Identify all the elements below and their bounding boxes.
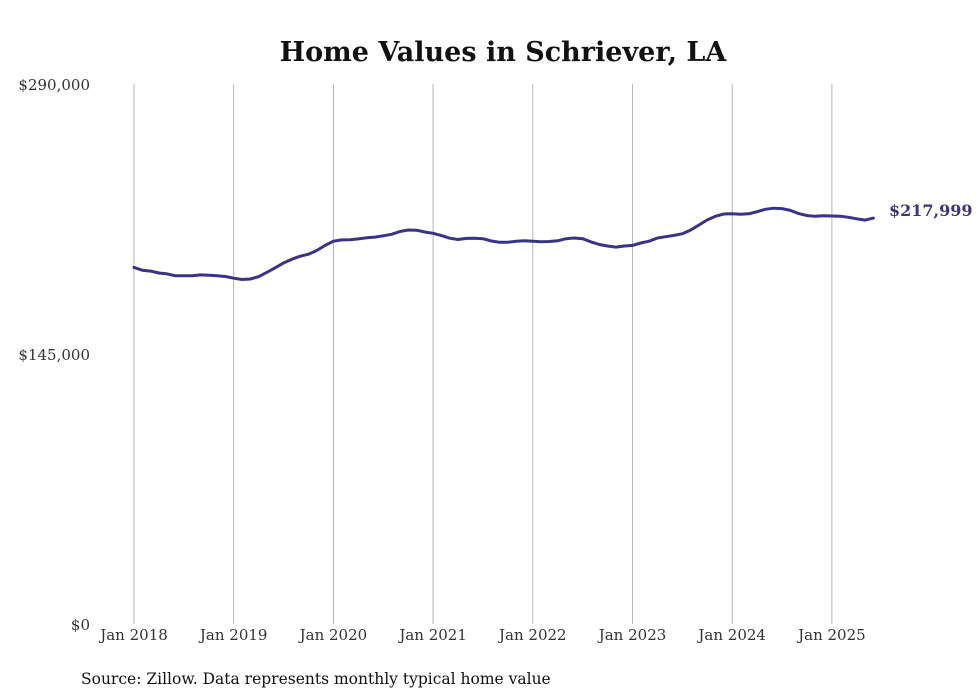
chart-title: Home Values in Schriever, LA <box>280 37 728 68</box>
y-tick-label: $0 <box>71 616 90 634</box>
x-tick-label: Jan 2021 <box>397 626 467 644</box>
gridlines <box>133 84 833 624</box>
series-layer <box>132 206 875 281</box>
x-axis-ticks: Jan 2018 Jan 2019 Jan 2020 Jan 2021 Jan 2022… <box>98 626 865 644</box>
y-tick-label: $290,000 <box>18 76 90 94</box>
y-axis-ticks: $290,000 $145,000 $0 <box>18 76 90 634</box>
y-tick-label: $145,000 <box>18 346 90 364</box>
home-value-line <box>132 206 875 281</box>
x-tick-label: Jan 2023 <box>597 626 667 644</box>
x-tick-label: Jan 2022 <box>497 626 567 644</box>
source-note: Source: Zillow. Data represents monthly … <box>81 670 551 688</box>
x-tick-label: Jan 2024 <box>696 626 766 644</box>
x-tick-label: Jan 2018 <box>98 626 168 644</box>
x-tick-label: Jan 2019 <box>198 626 268 644</box>
last-value-label: $217,999 <box>889 201 973 220</box>
x-tick-label: Jan 2025 <box>796 626 866 644</box>
x-tick-label: Jan 2020 <box>298 626 368 644</box>
